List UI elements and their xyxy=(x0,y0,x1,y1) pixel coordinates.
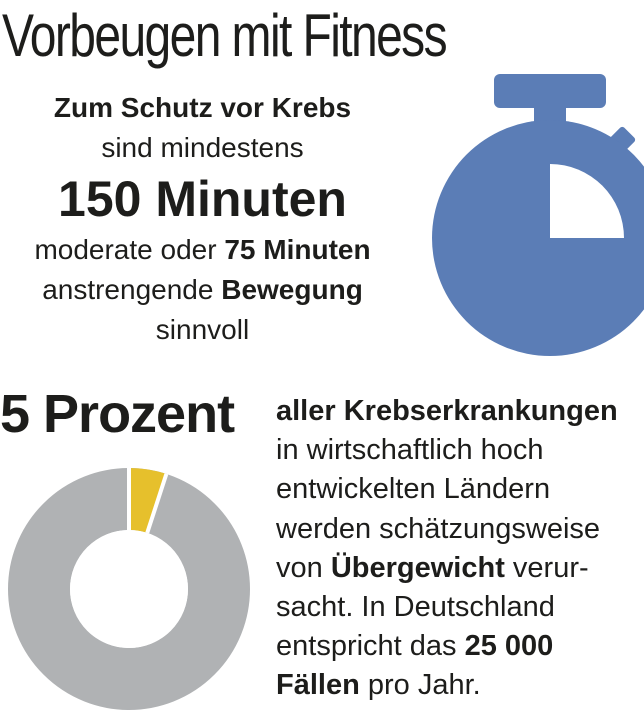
desc-line-7: entspricht das 25 000 xyxy=(276,627,642,666)
desc-line-6: sacht. In Deutschland xyxy=(276,591,555,624)
intro-line-4: moderate oder 75 Minuten xyxy=(0,230,405,270)
donut-chart xyxy=(8,468,250,710)
stopwatch-time-segment xyxy=(550,164,624,238)
intro-line-4-text: moderate oder xyxy=(34,234,225,265)
desc-line-8: Fällen pro Jahr. xyxy=(276,666,642,705)
intro-bewegung: Bewegung xyxy=(221,274,363,305)
desc-line-5-post: verur- xyxy=(504,551,589,584)
donut-separator-2 xyxy=(145,473,169,534)
stat-description: aller Krebserkrankungen in wirtschaftlic… xyxy=(276,392,642,706)
desc-25000: 25 000 xyxy=(464,630,554,663)
intro-highlight-150-minuten: 150 Minuten xyxy=(58,171,347,227)
desc-krebserkrankungen: aller Krebserkrankungen xyxy=(276,395,618,427)
desc-line-5-pre: von xyxy=(276,551,331,584)
desc-line-3: entwickelten Ländern xyxy=(276,473,551,506)
stat-value: 5 Prozent xyxy=(0,384,235,444)
donut-hole xyxy=(70,530,188,648)
desc-line-1: aller Krebserkrankungen xyxy=(276,392,642,431)
page-title: Vorbeugen mit Fitness xyxy=(2,2,448,69)
intro-75-minuten: 75 Minuten xyxy=(224,234,371,265)
desc-line-4: werden schätzungsweise xyxy=(276,512,601,545)
intro-line-1: Zum Schutz vor Krebs xyxy=(53,92,352,123)
desc-line-2: in wirtschaftlich hoch xyxy=(276,434,544,467)
intro-text: Zum Schutz vor Krebs sind mindestens 150… xyxy=(0,88,405,350)
intro-line-5: anstrengende Bewegung xyxy=(0,270,405,310)
desc-line-5: von Übergewicht verur- xyxy=(276,549,642,588)
intro-line-6: sinnvoll xyxy=(155,314,250,345)
desc-uebergewicht: Übergewicht xyxy=(330,551,505,584)
stopwatch-crown xyxy=(494,74,606,108)
intro-line-5-text: anstrengende xyxy=(42,274,222,305)
donut-highlight-segment xyxy=(129,468,167,533)
desc-faellen: Fällen xyxy=(276,669,360,702)
intro-line-2: sind mindestens xyxy=(101,132,304,163)
stopwatch-icon xyxy=(432,74,644,356)
desc-line-7-pre: entspricht das xyxy=(276,630,465,663)
desc-line-8-post: pro Jahr. xyxy=(359,669,481,702)
